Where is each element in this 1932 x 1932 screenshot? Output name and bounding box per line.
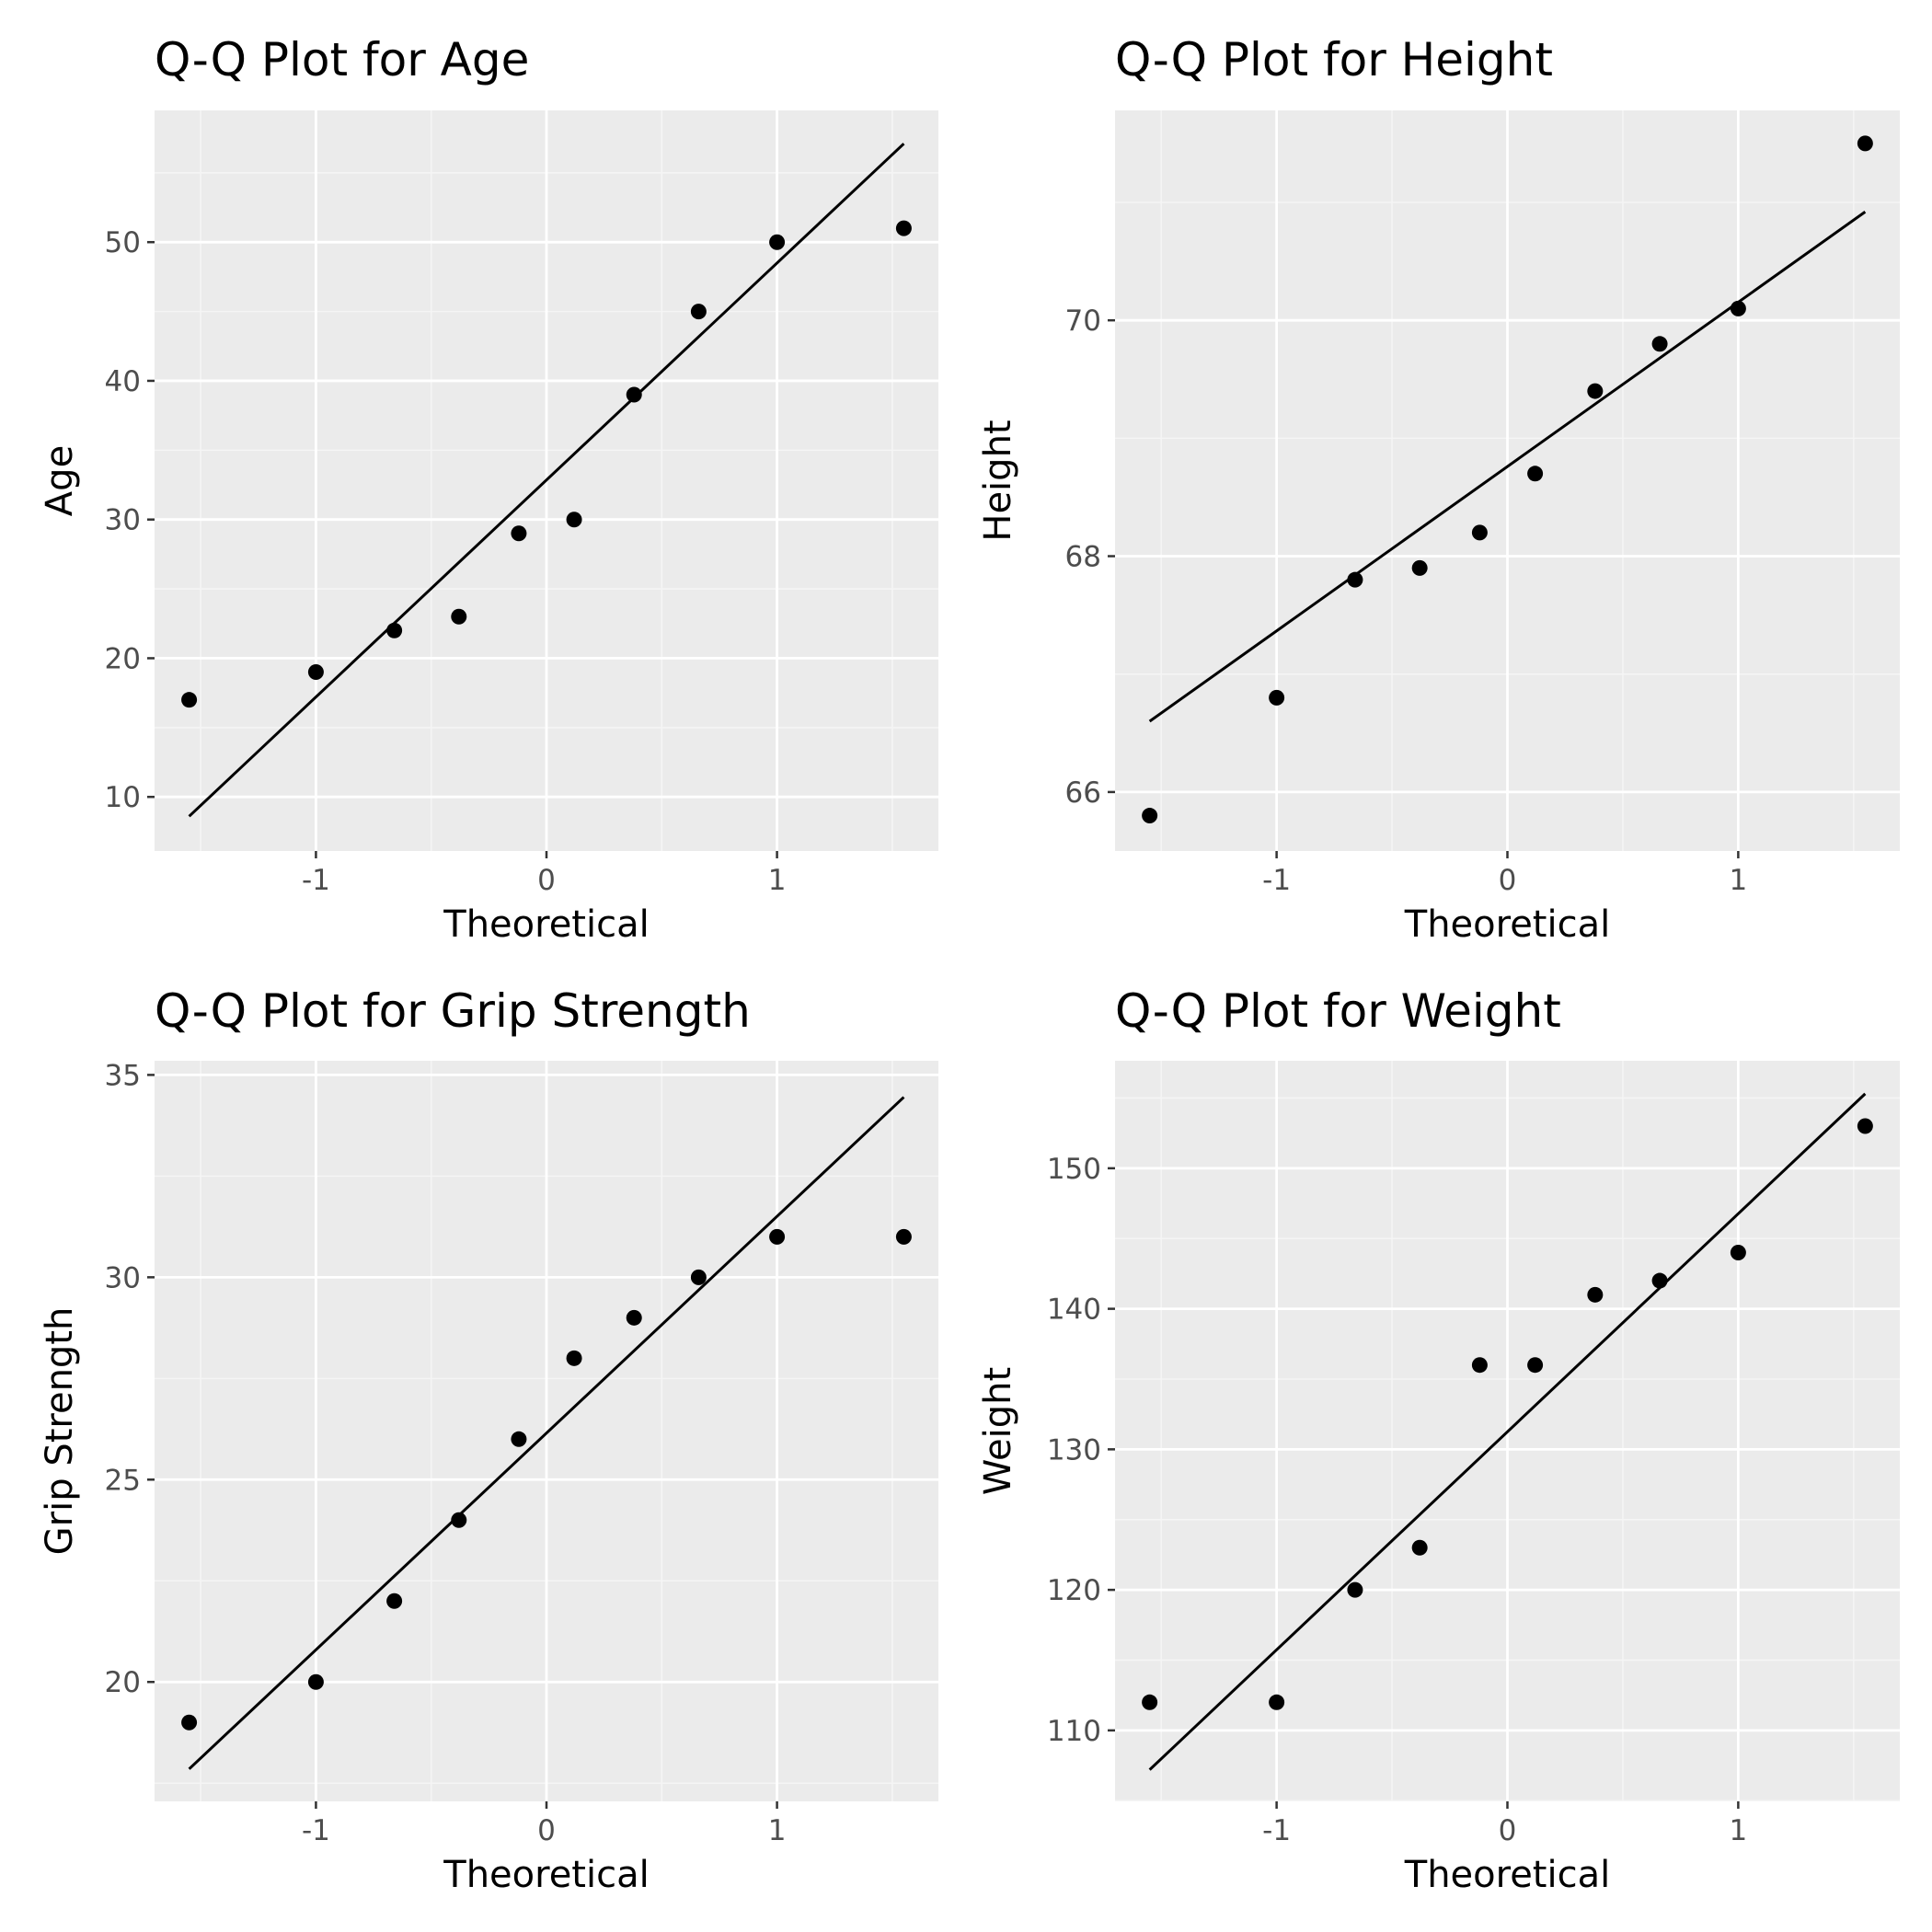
x-tick-label: -1 (1262, 864, 1291, 897)
chart-title: Q-Q Plot for Weight (1115, 984, 1561, 1038)
x-tick-label: -1 (1262, 1814, 1291, 1847)
data-point (511, 1431, 527, 1447)
data-point (1347, 1581, 1363, 1598)
y-tick-label: 20 (105, 642, 141, 675)
y-tick-label: 150 (1047, 1153, 1101, 1186)
data-point (181, 692, 198, 708)
data-point (1730, 300, 1746, 316)
y-tick-label: 30 (105, 504, 141, 537)
y-tick-label: 40 (105, 365, 141, 398)
data-point (626, 386, 642, 403)
y-axis-title: Grip Strength (39, 1307, 81, 1556)
data-point (1471, 524, 1488, 541)
y-tick-label: 25 (105, 1464, 141, 1497)
data-point (307, 664, 324, 681)
x-tick-label: -1 (302, 1814, 330, 1847)
x-tick-label: 0 (537, 1814, 556, 1847)
data-point (1857, 135, 1873, 152)
data-point (769, 1228, 786, 1245)
y-axis-title: Height (977, 420, 1019, 541)
qq-reference-line (188, 143, 905, 818)
x-tick-label: 1 (768, 1814, 787, 1847)
data-point (1730, 1245, 1746, 1261)
data-point (386, 622, 403, 638)
data-point (1587, 383, 1604, 399)
data-point (769, 234, 786, 250)
data-point (1651, 1272, 1668, 1289)
data-point (566, 1350, 582, 1366)
x-axis-title: Theoretical (443, 903, 649, 946)
data-point (1587, 1286, 1604, 1303)
data-point (1527, 466, 1544, 482)
x-axis-title: Theoretical (443, 1854, 649, 1896)
x-tick-label: -1 (302, 864, 330, 897)
chart-panel-1: -1 0 1 66 68 70 Q-Q Plot for Height Theoretical… (977, 33, 1900, 946)
x-tick-label: 1 (1730, 864, 1748, 897)
y-tick-label: 10 (105, 781, 141, 814)
data-point (1411, 559, 1428, 576)
data-point (451, 1512, 467, 1528)
data-point (1527, 1357, 1544, 1374)
chart-title: Q-Q Plot for Grip Strength (155, 984, 751, 1038)
y-tick-label: 35 (105, 1059, 141, 1092)
qq-reference-line (1148, 1092, 1867, 1771)
data-point (626, 1309, 642, 1326)
data-point (307, 1673, 324, 1690)
data-point (895, 220, 912, 236)
y-tick-label: 68 (1065, 541, 1101, 574)
x-tick-label: 0 (1499, 864, 1517, 897)
data-point (386, 1593, 403, 1609)
chart-panel-2: -1 0 1 20 25 30 35 Q-Q Plot for Grip Strength Th… (39, 984, 938, 1896)
data-point (1269, 1694, 1285, 1710)
data-point (1857, 1118, 1873, 1134)
y-tick-label: 120 (1047, 1574, 1101, 1607)
data-point (690, 1269, 707, 1285)
chart-title: Q-Q Plot for Age (155, 33, 529, 86)
data-point (690, 304, 707, 320)
data-point (511, 525, 527, 542)
data-point (1347, 571, 1363, 588)
x-tick-label: 0 (1499, 1814, 1517, 1847)
data-point (1651, 336, 1668, 352)
x-tick-label: 1 (1730, 1814, 1748, 1847)
y-tick-label: 20 (105, 1666, 141, 1699)
x-tick-label: 1 (768, 864, 787, 897)
x-axis-title: Theoretical (1404, 903, 1610, 946)
data-point (895, 1228, 912, 1245)
y-axis-title: Weight (977, 1367, 1019, 1495)
y-tick-label: 66 (1065, 776, 1101, 810)
y-tick-label: 50 (105, 226, 141, 259)
data-point (451, 608, 467, 625)
data-point (1269, 689, 1285, 706)
data-point (1142, 1694, 1158, 1710)
data-point (566, 512, 582, 528)
data-point (181, 1714, 198, 1731)
x-axis-title: Theoretical (1404, 1854, 1610, 1896)
data-point (1142, 808, 1158, 824)
y-tick-label: 30 (105, 1261, 141, 1294)
qq-reference-line (188, 1096, 905, 1770)
chart-panel-0: -1 0 1 10 20 30 40 50 Q-Q Plot for Age Theoretica… (39, 33, 938, 946)
x-tick-label: 0 (537, 864, 556, 897)
y-tick-label: 130 (1047, 1433, 1101, 1466)
qq-reference-line (1148, 211, 1867, 723)
y-tick-label: 70 (1065, 305, 1101, 338)
data-point (1471, 1357, 1488, 1374)
y-tick-label: 140 (1047, 1294, 1101, 1327)
y-axis-title: Age (39, 445, 81, 516)
y-tick-label: 110 (1047, 1715, 1101, 1748)
data-point (1411, 1539, 1428, 1556)
chart-title: Q-Q Plot for Height (1115, 33, 1553, 86)
chart-panel-3: -1 0 1 110 120 130 140 150 Q-Q Plot for Weight Th… (977, 984, 1900, 1896)
